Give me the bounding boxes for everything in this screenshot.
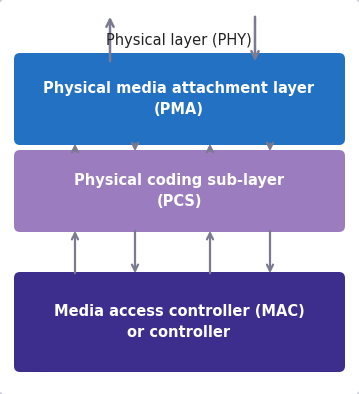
FancyBboxPatch shape bbox=[14, 272, 345, 372]
Text: Physical coding sub-layer
(PCS): Physical coding sub-layer (PCS) bbox=[74, 173, 284, 209]
FancyBboxPatch shape bbox=[14, 53, 345, 145]
Text: Physical layer (PHY): Physical layer (PHY) bbox=[106, 32, 252, 48]
Text: Physical media attachment layer
(PMA): Physical media attachment layer (PMA) bbox=[43, 81, 314, 117]
FancyBboxPatch shape bbox=[14, 150, 345, 232]
Text: Media access controller (MAC)
or controller: Media access controller (MAC) or control… bbox=[53, 304, 304, 340]
